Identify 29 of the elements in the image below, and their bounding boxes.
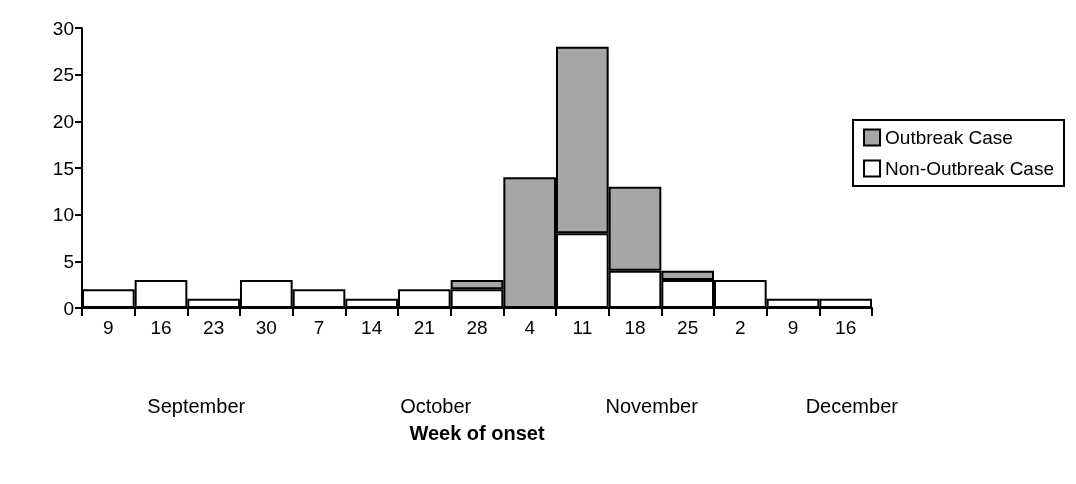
text: September <box>147 395 246 417</box>
x-tick-label: 16 <box>835 317 857 338</box>
x-tick-label: 11 <box>572 317 593 338</box>
x-tick-label: 2 <box>735 317 746 338</box>
legend-label: Outbreak Case <box>885 127 1013 148</box>
x-tick-label: 23 <box>203 317 225 338</box>
y-tick-label: 15 <box>52 157 74 179</box>
x-tick-label: 30 <box>255 317 277 338</box>
x-tick-label: 28 <box>466 317 488 338</box>
x-tick-label: 18 <box>624 317 646 338</box>
x-tick-label: 16 <box>150 317 172 338</box>
y-tick-label: 10 <box>52 204 74 226</box>
legend-label: Non-Outbreak Case <box>885 158 1054 179</box>
y-tick-label: 30 <box>52 17 74 39</box>
text: December <box>805 395 899 417</box>
x-tick-label: 9 <box>103 317 114 338</box>
x-tick-label: 14 <box>361 317 383 338</box>
x-tick-label: 7 <box>313 317 325 338</box>
x-tick-label: 25 <box>677 317 699 338</box>
y-tick-label: 5 <box>63 250 74 272</box>
x-tick-label: 4 <box>524 317 536 338</box>
y-tick-label: 0 <box>63 297 74 319</box>
x-axis-title: Week of onset <box>409 422 545 444</box>
x-tick-label: 21 <box>413 317 435 338</box>
text: November <box>605 395 699 417</box>
y-tick-label: 20 <box>52 110 74 132</box>
text: October <box>400 395 472 417</box>
x-tick-label: 9 <box>787 317 799 338</box>
y-tick-label: 25 <box>52 64 74 86</box>
